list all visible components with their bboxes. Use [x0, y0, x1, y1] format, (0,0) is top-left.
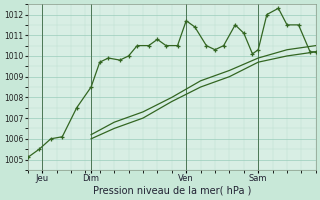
X-axis label: Pression niveau de la mer( hPa ): Pression niveau de la mer( hPa ) [92, 186, 251, 196]
